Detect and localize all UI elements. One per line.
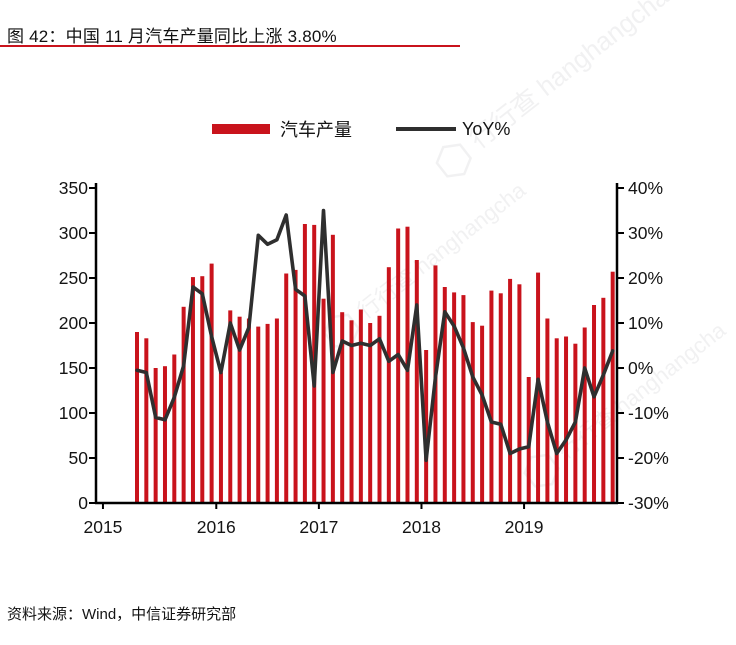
production-bar	[135, 332, 139, 503]
production-bar	[302, 224, 307, 503]
right-axis-label: 40%	[628, 178, 663, 198]
production-bar	[545, 318, 550, 503]
figure-title: 图 42：中国 11 月汽车产量同比上涨 3.80%	[7, 27, 337, 46]
production-bar	[237, 316, 242, 503]
right-axis-label: 30%	[628, 223, 663, 243]
production-bar	[498, 293, 503, 503]
left-axis-label: 250	[59, 268, 88, 288]
production-bar	[489, 290, 494, 503]
production-bar	[274, 318, 279, 503]
production-bar	[358, 309, 363, 503]
production-bar	[386, 267, 391, 503]
chart-legend: 汽车产量 YoY%	[212, 118, 510, 140]
right-axis-label: -20%	[628, 448, 669, 468]
production-bar	[190, 277, 195, 503]
production-bar	[256, 326, 261, 503]
right-axis-label: -30%	[628, 493, 669, 513]
left-axis-label: 150	[59, 358, 88, 378]
left-axis-label: 100	[59, 403, 88, 423]
production-bar	[209, 263, 214, 503]
production-bar	[517, 284, 522, 503]
production-bar	[153, 368, 158, 503]
production-bar	[368, 323, 373, 503]
production-bar	[554, 338, 559, 503]
left-axis-label: 300	[59, 223, 88, 243]
production-bar	[592, 305, 597, 503]
left-axis-label: 0	[78, 493, 88, 513]
production-bar	[442, 287, 447, 503]
production-bar	[508, 278, 513, 503]
production-bar	[470, 322, 475, 503]
x-tick-label: 2019	[505, 517, 544, 537]
right-axis-label: 0%	[628, 358, 653, 378]
production-bar	[564, 336, 569, 503]
production-bar	[396, 228, 401, 503]
production-bar	[162, 366, 167, 503]
production-bar	[265, 323, 270, 503]
production-bar	[424, 350, 429, 503]
left-axis-label: 200	[59, 313, 88, 333]
production-bar	[461, 295, 466, 503]
production-bar	[452, 292, 457, 503]
yoy-line	[135, 208, 615, 463]
production-bar	[480, 325, 485, 503]
production-bar	[293, 269, 298, 503]
left-axis-label: 50	[69, 448, 89, 468]
legend-bar-label: 汽车产量	[280, 120, 352, 140]
production-bar	[321, 298, 326, 503]
production-bar	[200, 276, 205, 503]
x-tick-label: 2015	[83, 517, 122, 537]
production-bar	[228, 310, 233, 503]
production-bar	[582, 327, 587, 503]
production-bar	[172, 354, 177, 503]
legend-line-label: YoY%	[462, 118, 511, 139]
production-bar	[377, 315, 382, 503]
production-bar	[144, 338, 149, 503]
production-bar	[181, 306, 186, 503]
production-bar	[610, 271, 615, 503]
production-bar	[349, 320, 354, 503]
title-underline	[0, 45, 460, 47]
production-bar	[340, 312, 345, 503]
production-bar	[246, 318, 251, 503]
right-axis-label: 20%	[628, 268, 663, 288]
x-tick-label: 2018	[402, 517, 441, 537]
legend-bar-swatch	[212, 124, 270, 134]
production-bar	[414, 260, 419, 503]
left-axis-label: 350	[59, 178, 88, 198]
right-axis-label: 10%	[628, 313, 663, 333]
source-note: 资料来源：Wind，中信证券研究部	[7, 606, 237, 623]
x-tick-label: 2016	[197, 517, 236, 537]
production-bar	[601, 297, 606, 503]
right-axis-label: -10%	[628, 403, 669, 423]
production-bar	[284, 273, 289, 503]
legend-line-swatch	[396, 127, 456, 131]
x-tick-label: 2017	[299, 517, 338, 537]
production-bar	[218, 372, 223, 503]
